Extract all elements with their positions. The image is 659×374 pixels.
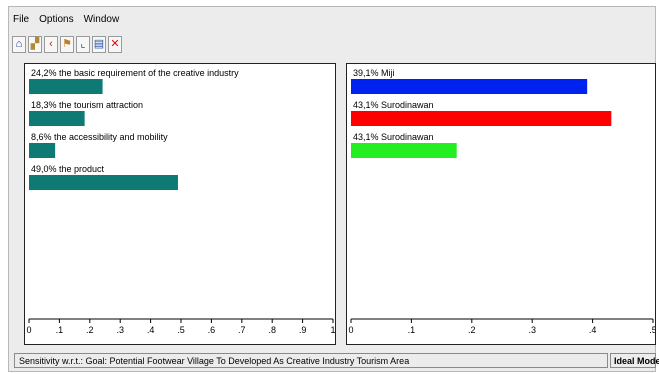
x-tick-label: .6: [208, 325, 216, 335]
left-chart-panel: 24,2% the basic requirement of the creat…: [24, 63, 336, 345]
close-icon: ✕: [110, 37, 120, 50]
bar[interactable]: [29, 143, 56, 158]
menu-options[interactable]: Options: [39, 13, 74, 25]
chart-button[interactable]: ▞: [28, 35, 42, 53]
x-tick-label: .3: [528, 325, 536, 335]
right-chart-panel: 39,1% Miji 43,1% Surodinawan 43,1% Surodin…: [346, 63, 656, 345]
x-tick-label: .5: [649, 325, 656, 335]
right-sensitivity-chart: 39,1% Miji 43,1% Surodinawan 43,1% Surodin…: [348, 68, 656, 335]
menu-file[interactable]: File: [13, 13, 30, 25]
house-button[interactable]: ⌂: [12, 35, 26, 53]
menu-window[interactable]: Window: [83, 13, 120, 25]
bar[interactable]: [29, 175, 178, 190]
bar[interactable]: [351, 143, 457, 158]
bar[interactable]: [351, 111, 612, 126]
document-icon: ▤: [93, 37, 105, 50]
house-icon: ⌂: [15, 37, 23, 50]
x-tick-label: 0: [26, 325, 31, 335]
flag-button[interactable]: ⚑: [60, 35, 74, 53]
menu-bar: File Options Window: [8, 10, 648, 28]
back-arrow-icon: ‹: [49, 37, 53, 50]
x-tick-label: .3: [116, 325, 124, 335]
bar[interactable]: [351, 79, 588, 94]
x-tick-label: .5: [177, 325, 185, 335]
bar-label: 43,1% Surodinawan: [353, 100, 434, 110]
x-tick-label: 0: [348, 325, 353, 335]
bar-label: 49,0% the product: [31, 164, 105, 174]
x-tick-label: .4: [147, 325, 155, 335]
status-text: Sensitivity w.r.t.: Goal: Potential Foot…: [14, 353, 608, 368]
graph-button[interactable]: ⌞: [76, 35, 90, 53]
x-tick-label: .7: [238, 325, 246, 335]
x-tick-label: .2: [468, 325, 476, 335]
chart-icon: ▞: [30, 37, 40, 50]
bar[interactable]: [29, 79, 103, 94]
bar-label: 43,1% Surodinawan: [353, 132, 434, 142]
x-tick-label: .1: [56, 325, 64, 335]
graph-icon: ⌞: [80, 37, 86, 50]
x-tick-label: .9: [299, 325, 307, 335]
document-button[interactable]: ▤: [92, 35, 106, 53]
close-button[interactable]: ✕: [108, 35, 122, 53]
bar[interactable]: [29, 111, 85, 126]
x-tick-label: 1: [330, 325, 335, 335]
x-tick-label: .1: [408, 325, 416, 335]
x-tick-label: .8: [268, 325, 276, 335]
bar-label: 24,2% the basic requirement of the creat…: [31, 68, 239, 78]
back-arrow-button[interactable]: ‹: [44, 35, 58, 53]
status-bar: Sensitivity w.r.t.: Goal: Potential Foot…: [14, 353, 659, 369]
bar-label: 8,6% the accessibility and mobility: [31, 132, 168, 142]
mode-indicator: Ideal Mode: [610, 353, 659, 368]
x-tick-label: .2: [86, 325, 94, 335]
x-tick-label: .4: [589, 325, 597, 335]
toolbar: ⌂ ▞ ‹ ⚑ ⌞ ▤ ✕: [12, 33, 122, 55]
bar-label: 18,3% the tourism attraction: [31, 100, 143, 110]
left-sensitivity-chart: 24,2% the basic requirement of the creat…: [26, 68, 335, 335]
bar-label: 39,1% Miji: [353, 68, 395, 78]
flag-icon: ⚑: [62, 37, 72, 50]
